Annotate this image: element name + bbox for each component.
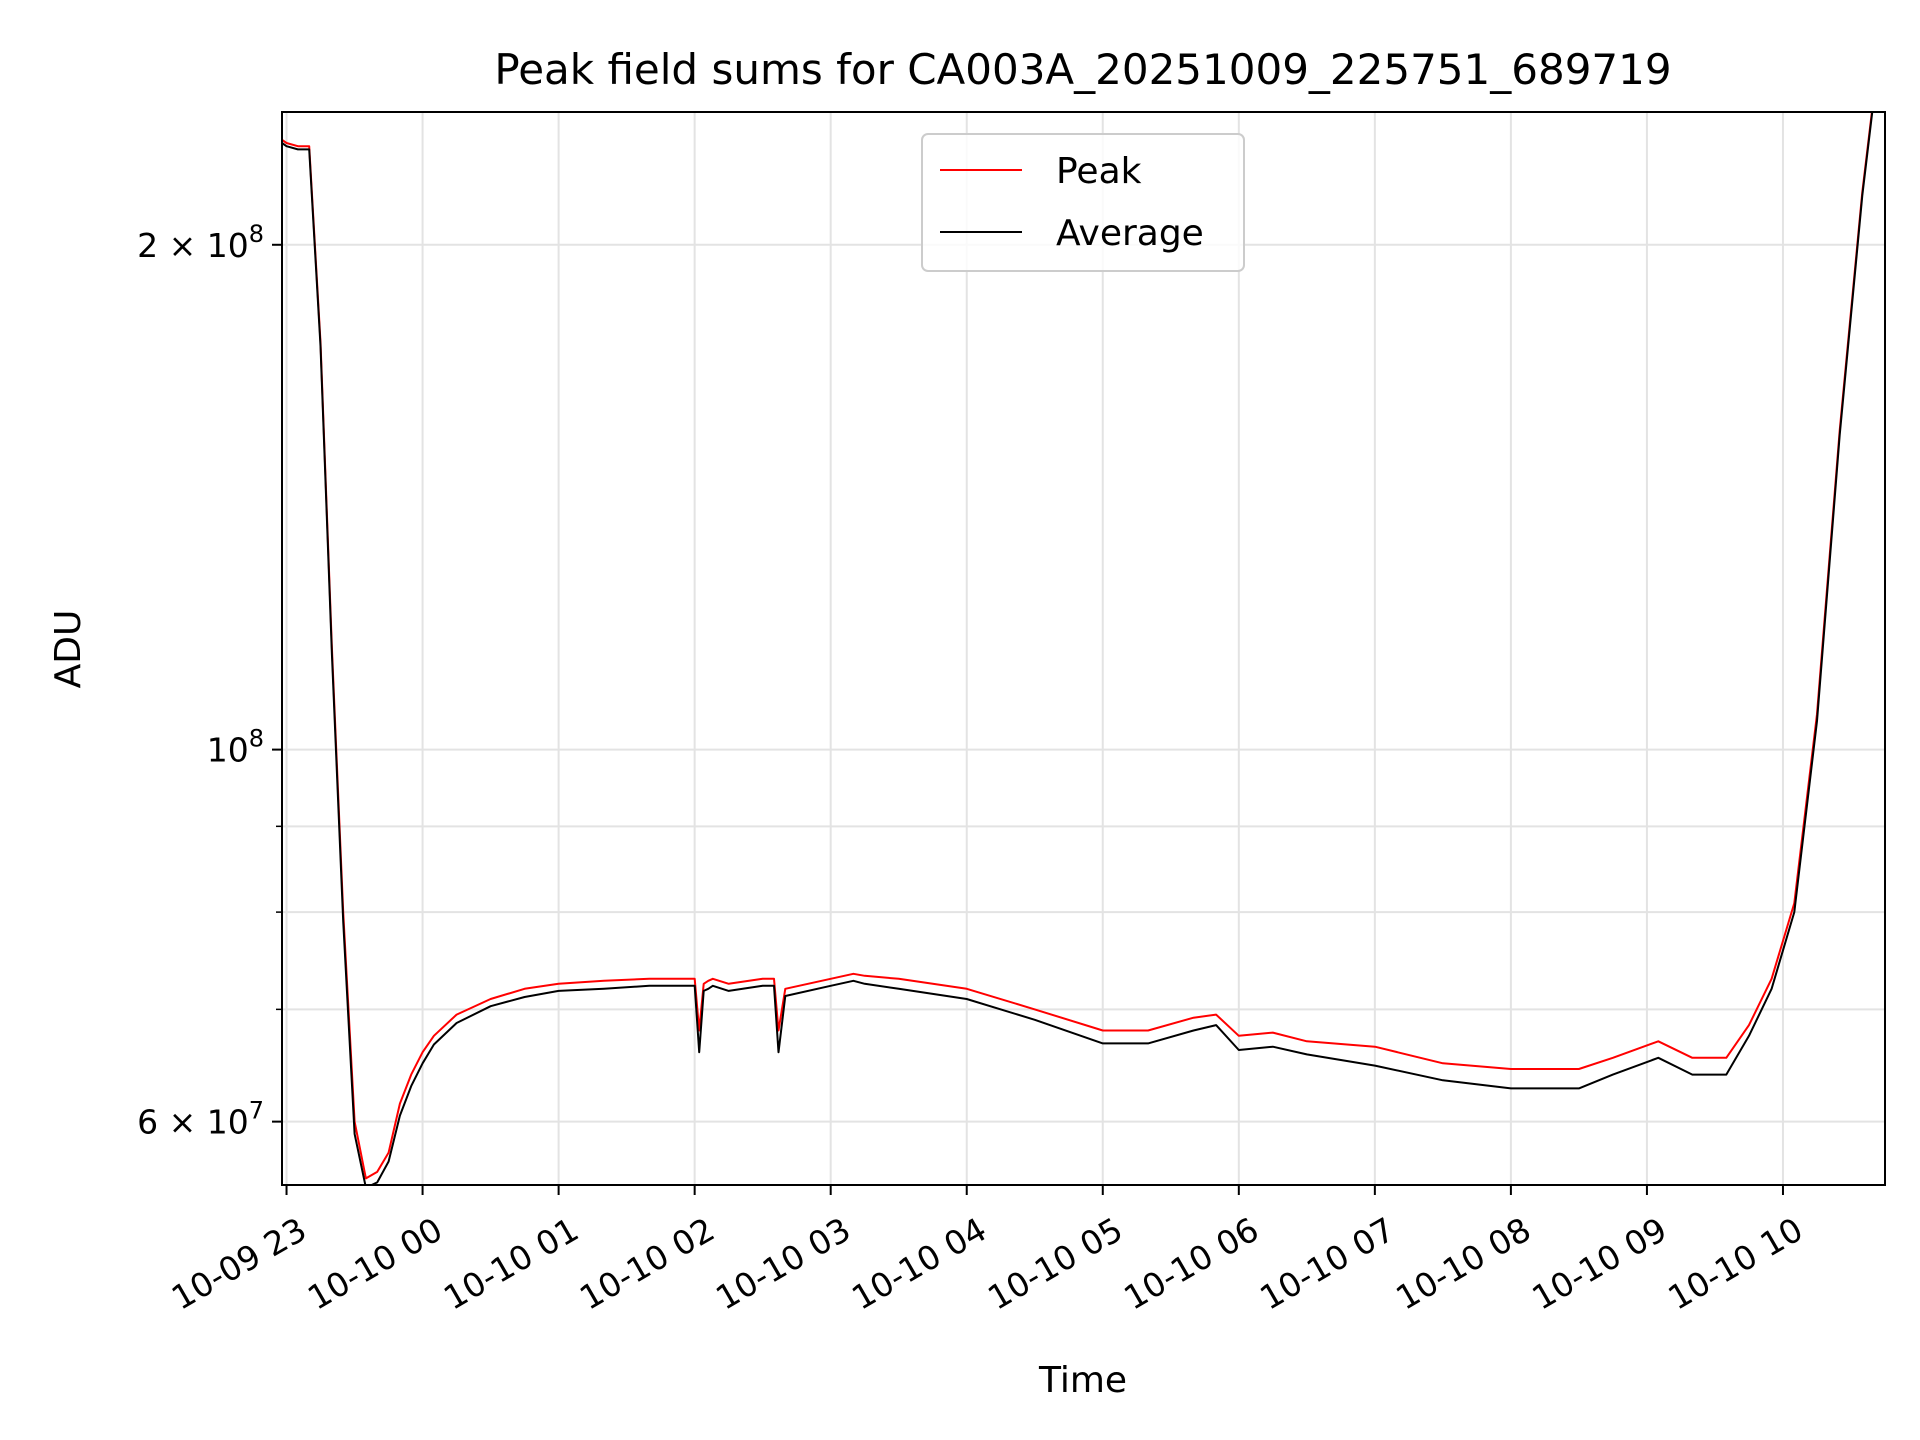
y-tick-label: 2 × 108 (137, 220, 264, 265)
x-axis-label: Time (1038, 1360, 1127, 1401)
grid (282, 112, 1885, 1185)
y-tick-exponent: 7 (249, 1097, 264, 1125)
plot-frame (281, 111, 1886, 1186)
y-tick-exponent: 8 (249, 725, 264, 753)
legend-label-average: Average (1056, 213, 1204, 254)
y-tick-label: 6 × 107 (137, 1097, 264, 1142)
legend: Peak Average (921, 133, 1245, 272)
series-line-average (282, 112, 1874, 1185)
y-tick-base: 10 (207, 731, 249, 770)
y-tick-base: 6 × 10 (137, 1103, 249, 1142)
chart-title: Peak field sums for CA003A_20251009_2257… (494, 45, 1671, 94)
legend-label-peak: Peak (1056, 151, 1142, 192)
y-tick-label: 108 (207, 725, 264, 770)
series-clip-group (282, 112, 1874, 1185)
series-layer (282, 112, 1874, 1185)
legend-box (921, 133, 1245, 272)
y-tick-exponent: 8 (249, 220, 264, 248)
y-tick-base: 2 × 10 (137, 226, 249, 265)
y-axis-label: ADU (48, 610, 89, 689)
